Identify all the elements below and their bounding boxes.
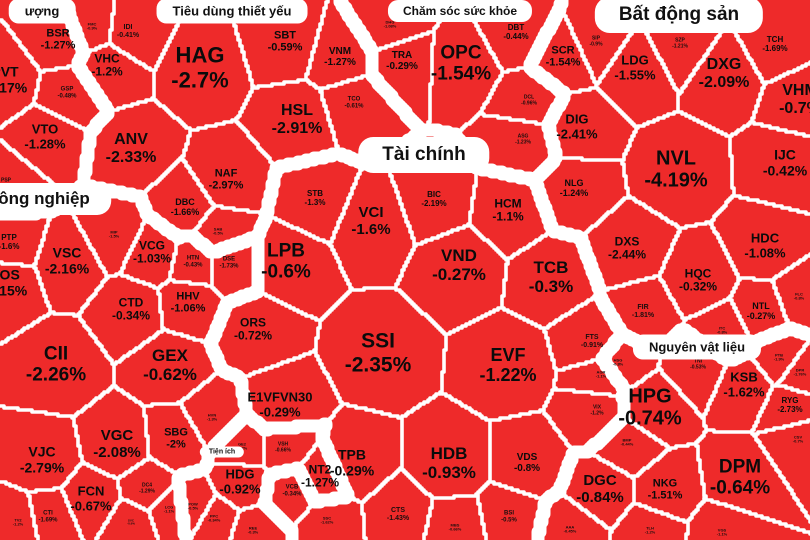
sector-plaque-2: Chăm sóc sức khỏe bbox=[387, 0, 533, 22]
sector-plaque-5: Tài chính bbox=[358, 137, 490, 173]
sector-title: Tiện ích bbox=[208, 448, 236, 456]
sector-title: Chăm sóc sức khỏe bbox=[402, 4, 518, 18]
sector-title: Nguyên vật liệu bbox=[648, 339, 746, 355]
stock-cell[interactable] bbox=[751, 61, 810, 137]
sector-plaque-3: Bất động sản bbox=[594, 0, 764, 33]
sector-plaque-6: Nguyên vật liệu bbox=[632, 334, 762, 360]
sector-title: Tài chính bbox=[382, 144, 466, 165]
sector-title: ông nghiệp bbox=[0, 189, 90, 208]
sector-title: Tiêu dùng thiết yếu bbox=[172, 3, 292, 19]
sector-title: Bất động sản bbox=[618, 4, 740, 25]
sector-plaque-4: ông nghiệp bbox=[0, 183, 111, 215]
sector-plaque-7: Tiện ích bbox=[199, 446, 245, 458]
sector-plaque-1: Tiêu dùng thiết yếu bbox=[156, 0, 308, 24]
sector-title: ượng bbox=[24, 3, 60, 19]
sector-plaque-0: ượng bbox=[8, 0, 76, 24]
